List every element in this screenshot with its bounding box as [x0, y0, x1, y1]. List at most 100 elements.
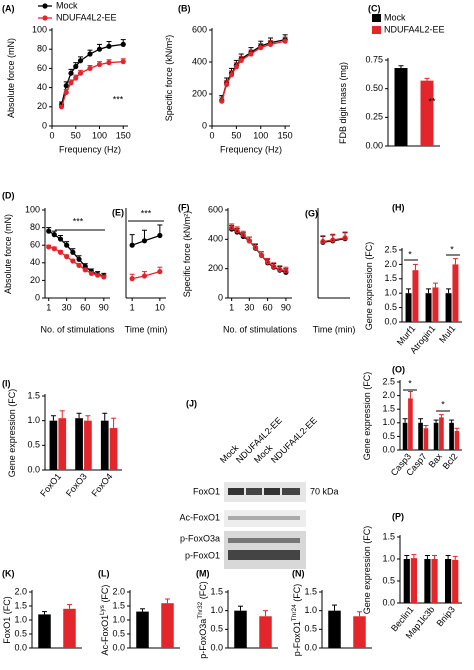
- bar: [38, 614, 51, 648]
- y-tick-label: 60: [30, 240, 40, 250]
- y-tick-label: 400: [192, 56, 207, 66]
- bar: [75, 418, 83, 470]
- y-tick-label: 80: [30, 222, 40, 232]
- y-tick-label: 600: [208, 204, 223, 214]
- panel-label: (G): [305, 208, 318, 218]
- x-tick-label: 150: [278, 130, 293, 140]
- y-tick-label: 0.25: [365, 112, 383, 122]
- x-tick-label: 30: [244, 302, 254, 312]
- chart-panel: (A) 0 20 40 60 80 100 Absolute force (mN) Freque…: [2, 0, 131, 154]
- y-axis-label-end: (FC): [292, 584, 302, 605]
- y-tick-label: 1.0: [304, 605, 317, 615]
- chart-panel: (L)0.00.51.01.52.0Ac-FoxO1Lys (FC): [98, 568, 180, 655]
- x-tick-label: 0: [209, 130, 214, 140]
- bar: [439, 417, 444, 450]
- bar: [353, 616, 366, 648]
- x-tick-label: 100: [92, 130, 107, 140]
- legend-label: NDUFA4L2-EE: [56, 12, 117, 22]
- y-tick-label: 0.5: [384, 302, 397, 312]
- bar: [418, 422, 423, 450]
- bar: [431, 559, 438, 603]
- y-axis-label: Specific force (kN/m²): [182, 211, 192, 298]
- bar: [452, 559, 459, 603]
- bar: [433, 422, 439, 450]
- y-tick-label: 0.5: [14, 628, 27, 638]
- y-axis-label-text: Gene expression (FC): [362, 526, 372, 615]
- y-tick-label: 0: [42, 120, 47, 130]
- y-tick-label: 2.5: [382, 376, 395, 386]
- chart-panel: (M)0.00.51.01.5p-FoxO3aThr32 (FC): [196, 568, 278, 659]
- chart-panel: (H) 0.0 0.5 1.0 1.5 2.0 2.5 Gene expression (FC…: [364, 202, 462, 355]
- bar: [405, 293, 412, 322]
- bar: [394, 68, 408, 146]
- y-axis-label-sup: Thr24: [291, 604, 298, 621]
- x-axis-label: Time (min): [125, 324, 168, 334]
- panel-label: (H): [392, 202, 405, 212]
- significance-label: **: [428, 96, 436, 106]
- bar: [410, 558, 417, 603]
- bar: [424, 559, 431, 603]
- y-axis-label: Absolute force (mN): [3, 214, 13, 294]
- y-axis-label: Gene expression (FC): [364, 242, 374, 331]
- y-axis-label-text: Specific force (kN/m²): [164, 35, 174, 122]
- y-tick-label: 60: [37, 63, 47, 73]
- y-axis-label-text: FoxO1 (FC): [2, 596, 12, 644]
- y-tick-label: 40: [37, 82, 47, 92]
- y-tick-label: 0.0: [112, 642, 125, 652]
- significance-label: *: [441, 399, 445, 409]
- y-tick-label: 200: [208, 263, 223, 273]
- panel-label: (D): [2, 190, 15, 200]
- y-tick-label: 1.5: [27, 390, 40, 400]
- row-label: p-FoxO1: [185, 550, 220, 560]
- panel-label: (K): [2, 568, 15, 578]
- point: [282, 38, 288, 44]
- y-tick-label: 100: [25, 204, 40, 214]
- y-axis-label-text: Gene expression (FC): [7, 389, 17, 478]
- bar: [402, 422, 408, 450]
- y-axis-label-sup: Lys: [99, 604, 106, 615]
- legend-label: Mock: [56, 0, 78, 10]
- y-axis-label-text: FDB digit mass (mg): [338, 62, 348, 144]
- y-tick-label: 0: [218, 292, 223, 302]
- bar: [425, 293, 432, 322]
- y-tick-label: 0.5: [210, 624, 223, 634]
- bar: [109, 428, 118, 470]
- chart-panel: (B) 0 200 400 600 Specific force (kN/m²) Frequ…: [164, 3, 292, 154]
- bar: [161, 603, 174, 648]
- marker-label: 70 kDa: [310, 486, 339, 496]
- y-tick-label: 0.5: [304, 624, 317, 634]
- band: [228, 488, 244, 495]
- legend-marker: [42, 15, 48, 21]
- significance-label: *: [408, 378, 412, 388]
- series-line: [48, 246, 104, 278]
- legend-marker: [42, 3, 48, 9]
- bar: [423, 428, 429, 450]
- panel-label: (F): [178, 202, 190, 212]
- y-axis-label: p-FoxO1Thr24 (FC): [291, 584, 303, 657]
- bar: [454, 430, 460, 450]
- legend-label: NDUFA4L2-EE: [384, 24, 445, 34]
- y-axis-label-text: Absolute force (mN): [3, 214, 13, 294]
- x-tick-label: 100: [253, 130, 268, 140]
- significance-label: *: [408, 249, 412, 259]
- band: [228, 538, 300, 543]
- bar: [445, 293, 452, 322]
- band: [282, 488, 300, 495]
- x-tick-label: 10: [155, 302, 165, 312]
- band: [228, 550, 300, 560]
- x-tick-label: 60: [263, 302, 273, 312]
- panel-label: (P): [392, 511, 404, 521]
- x-axis-label: No. of stimulations: [40, 324, 115, 334]
- y-tick-label: 0: [202, 120, 207, 130]
- x-tick-label: 50: [71, 130, 81, 140]
- y-tick-label: 1.0: [27, 415, 40, 425]
- bar: [100, 420, 109, 470]
- y-tick-label: 0.5: [112, 628, 125, 638]
- band: [228, 516, 300, 520]
- y-tick-label: 0.50: [365, 83, 383, 93]
- y-axis-label: Gene expression (FC): [7, 389, 17, 478]
- y-axis-label-end: (FC): [198, 581, 208, 602]
- chart-panel: (G) Time (min): [305, 208, 355, 334]
- bar: [449, 422, 454, 450]
